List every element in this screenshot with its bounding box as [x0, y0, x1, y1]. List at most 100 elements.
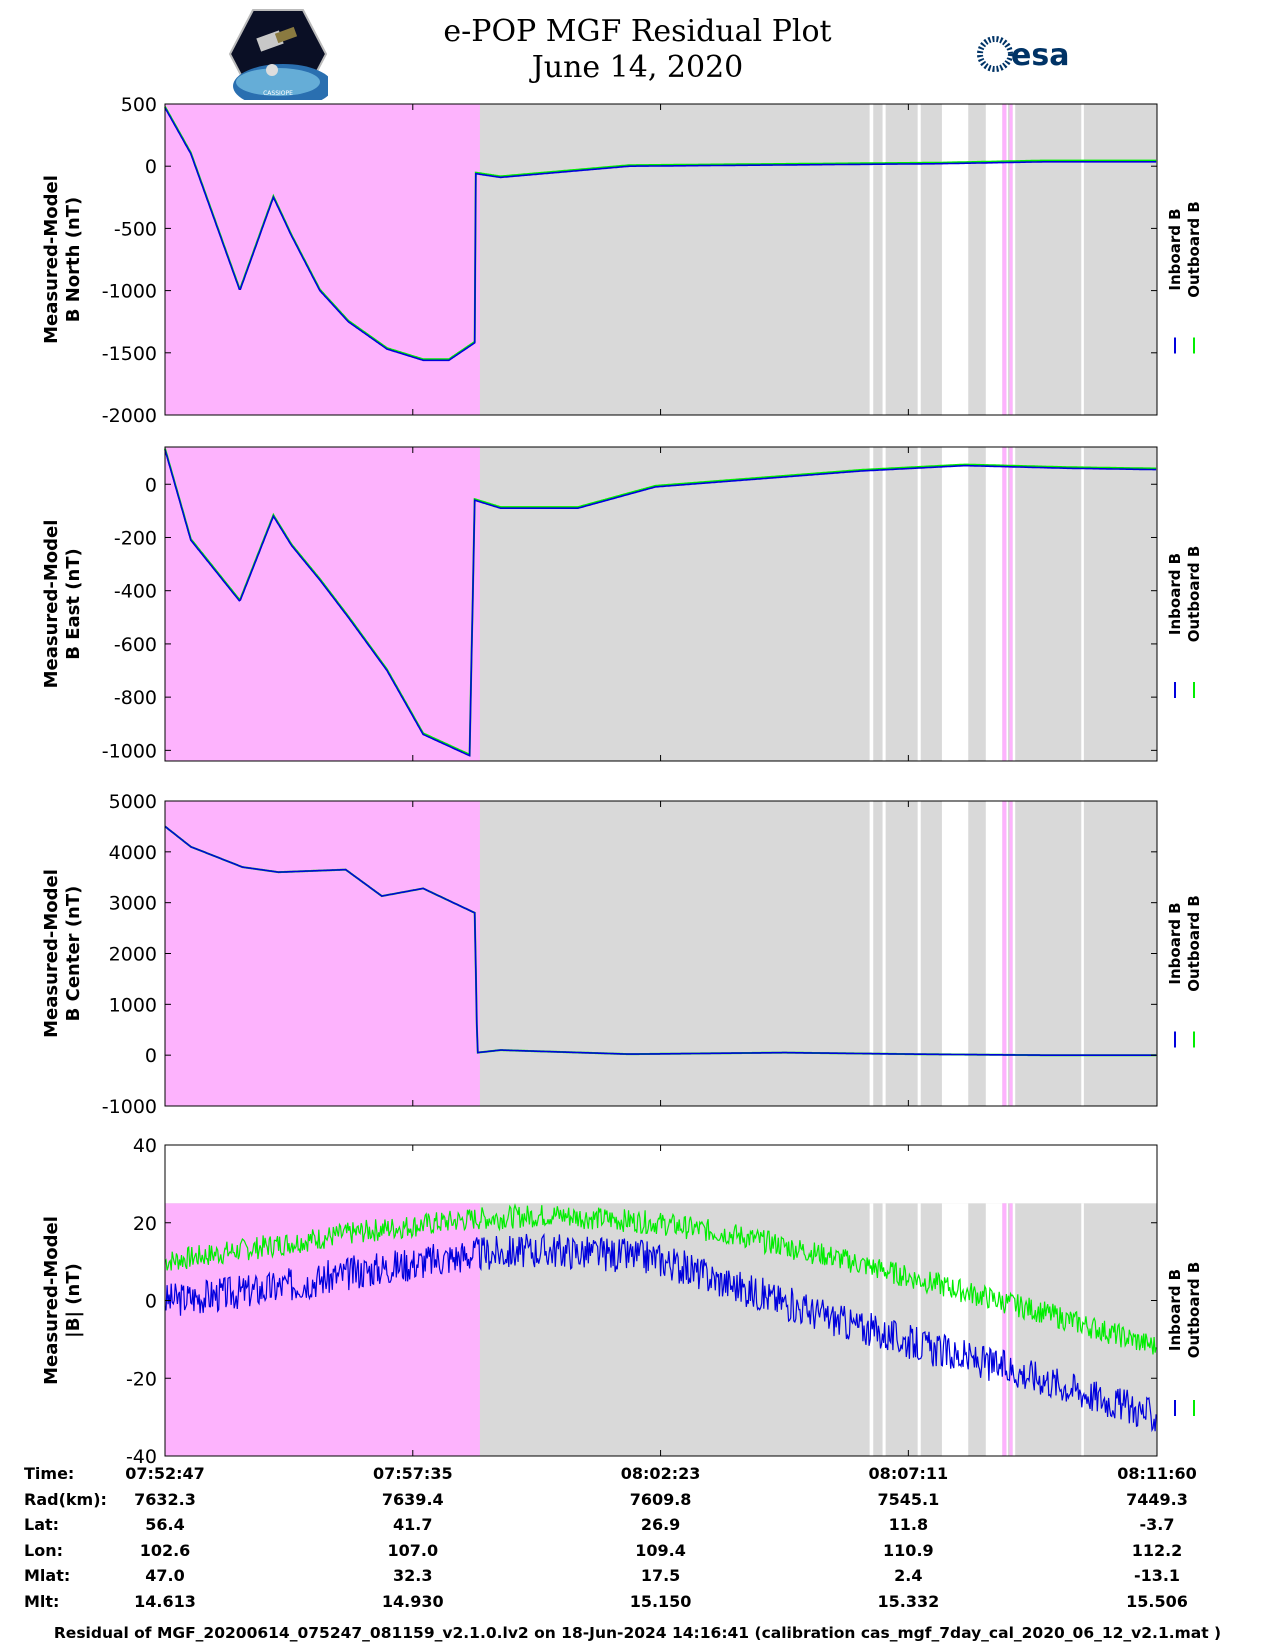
info-cell: 7609.8: [629, 1489, 692, 1509]
panel-4-ytick-label: -20: [126, 1368, 157, 1390]
panel-3-data-gap-3: [941, 801, 969, 1106]
panel-1-inboard-line: [164, 107, 1157, 362]
panel-1-data-gap-7: [1081, 104, 1084, 415]
panel-3-data-gap-7: [1081, 801, 1084, 1106]
panel-3-pink-region: [165, 801, 480, 1106]
panel-3-inboard-line: [164, 825, 1157, 1056]
panel-2-ytick-label: -800: [114, 687, 157, 709]
panel-2-data-gap-6: [1012, 447, 1016, 761]
panel-4-inboard-line: [164, 1232, 1157, 1433]
panel-3-ytick-label: -1000: [102, 1096, 157, 1118]
panel-1-ytick-label: 500: [121, 94, 157, 116]
info-cell: 2.4: [894, 1566, 923, 1585]
panel-4-ylabel-line: |B| (nT): [63, 1263, 84, 1338]
panel-3-ytick-label: 5000: [109, 791, 157, 813]
info-cell: 109.4: [635, 1540, 686, 1560]
panel-3-data-gap-0: [869, 801, 874, 1106]
panel-1-ylabel-line: Measured-Model: [41, 175, 62, 344]
title-line-1: e-POP MGF Residual Plot: [443, 14, 832, 49]
panel-2-inboard-line: [164, 449, 1157, 757]
panel-3-data-gap-2: [917, 801, 921, 1106]
panel-1-ylabel-line: B North (nT): [63, 197, 84, 323]
panel-1-ylabel: Measured-ModelB North (nT): [41, 175, 84, 344]
info-row-label: Time:: [24, 1464, 75, 1483]
panel-4-pink-strip-1: [1009, 1203, 1013, 1456]
panel-2-ylabel: Measured-ModelB East (nT): [41, 520, 84, 689]
panel-1-legend-outboard-label: Outboard B: [1185, 201, 1203, 298]
panel-2-ytick-label: -600: [114, 634, 157, 656]
panel-4-data-gap-3: [941, 1203, 969, 1456]
info-row-label: Lat:: [24, 1515, 60, 1534]
info-cell: 7449.3: [1126, 1489, 1188, 1509]
info-cell: 7632.3: [134, 1489, 196, 1509]
panel-3-data-gap-1: [882, 801, 886, 1106]
info-cell: 32.3: [393, 1566, 433, 1585]
cassiope-logo-text: CASSIOPE: [263, 90, 293, 97]
panel-2-pink-strip-1: [1009, 447, 1013, 761]
info-cell: 08:07:11: [868, 1464, 949, 1483]
panel-2-pink-strip-0: [1002, 447, 1007, 761]
info-cell: -3.7: [1139, 1515, 1175, 1534]
panel-2-ylabel-line: B East (nT): [63, 548, 84, 660]
panel-4-data-gap-5: [1006, 1203, 1008, 1456]
panel-4-pink-region: [165, 1203, 480, 1456]
panel-3-ytick-label: 2000: [109, 944, 157, 966]
panel-3-ytick-label: 1000: [109, 994, 157, 1016]
panel-2-ytick-label: 0: [145, 474, 157, 496]
info-cell: 56.4: [145, 1515, 185, 1534]
info-cell: 14.930: [381, 1591, 444, 1611]
panel-1-data-gap-4: [985, 104, 1003, 415]
info-cell: 15.506: [1126, 1591, 1188, 1611]
panel-2-data-gap-5: [1006, 447, 1008, 761]
panel-2-data-gap-4: [985, 447, 1003, 761]
info-cell: 17.5: [640, 1566, 681, 1585]
panel-2-data-gap-7: [1081, 447, 1084, 761]
panel-1-ytick-label: -1000: [102, 281, 157, 303]
panel-2-ytick-label: -400: [114, 581, 157, 603]
esa-logo-text: esa: [1011, 38, 1069, 73]
panel-2-ylabel-line: Measured-Model: [41, 520, 62, 689]
info-cell: 107.0: [387, 1540, 439, 1560]
panel-4-data-gap-4: [985, 1203, 1003, 1456]
panel-4-ylabel-line: Measured-Model: [41, 1216, 62, 1385]
panel-3-ytick-label: 3000: [109, 893, 157, 915]
esa-logo: esa: [977, 36, 1069, 73]
panel-3-data-gap-4: [985, 801, 1003, 1106]
panel-1-ytick-label: -500: [114, 218, 157, 240]
panel-4-data-gap-2: [917, 1203, 921, 1456]
panel-2-ytick-label: -200: [114, 527, 157, 549]
panel-1-data-gap-2: [917, 104, 921, 415]
info-cell: 112.2: [1131, 1540, 1183, 1560]
panel-2-legend-inboard-label: Inboard B: [1166, 553, 1184, 635]
info-cell: 15.332: [877, 1591, 940, 1611]
info-cell: 102.6: [139, 1540, 191, 1560]
panel-4-data-gap-0: [869, 1203, 874, 1456]
panel-1-ytick-label: -2000: [102, 405, 157, 427]
page-title: e-POP MGF Residual Plot June 14, 2020: [0, 14, 1275, 86]
info-cell: 7639.4: [381, 1489, 444, 1509]
panel-2-data-gap-2: [917, 447, 921, 761]
panel-4-outboard-line: [164, 1203, 1157, 1355]
info-cell: 08:11:60: [1117, 1464, 1197, 1483]
panel-2-ytick-label: -1000: [102, 740, 157, 762]
info-cell: 7545.1: [877, 1489, 940, 1509]
panel-3-legend-outboard-label: Outboard B: [1185, 895, 1203, 992]
panel-1-data-gap-3: [941, 104, 969, 415]
panel-4-legend-outboard-label: Outboard B: [1185, 1262, 1203, 1359]
cassiope-logo: CASSIOPE: [228, 9, 328, 100]
panel-4-ytick-label: 20: [133, 1213, 157, 1235]
panel-3-ytick-label: 4000: [109, 842, 157, 864]
panel-3-pink-strip-0: [1002, 801, 1007, 1106]
panel-3-ylabel-line: B Center (nT): [63, 886, 84, 1022]
info-row-label: Rad(km):: [24, 1489, 107, 1509]
info-cell: 15.150: [629, 1591, 692, 1611]
panel-4-ytick-label: -40: [126, 1446, 157, 1464]
panel-1-ytick-label: 0: [145, 156, 157, 178]
info-cell: -13.1: [1133, 1566, 1181, 1585]
orbit-info-table: Time: Rad(km): Lat: Lon: Mlat: Mlt: 07:52:47 76…: [0, 1464, 1275, 1624]
info-cell: 14.613: [134, 1591, 196, 1611]
info-cell: 07:57:35: [372, 1464, 453, 1483]
panel-1-pink-strip-1: [1009, 104, 1013, 415]
info-row-label: Mlt:: [24, 1591, 60, 1611]
